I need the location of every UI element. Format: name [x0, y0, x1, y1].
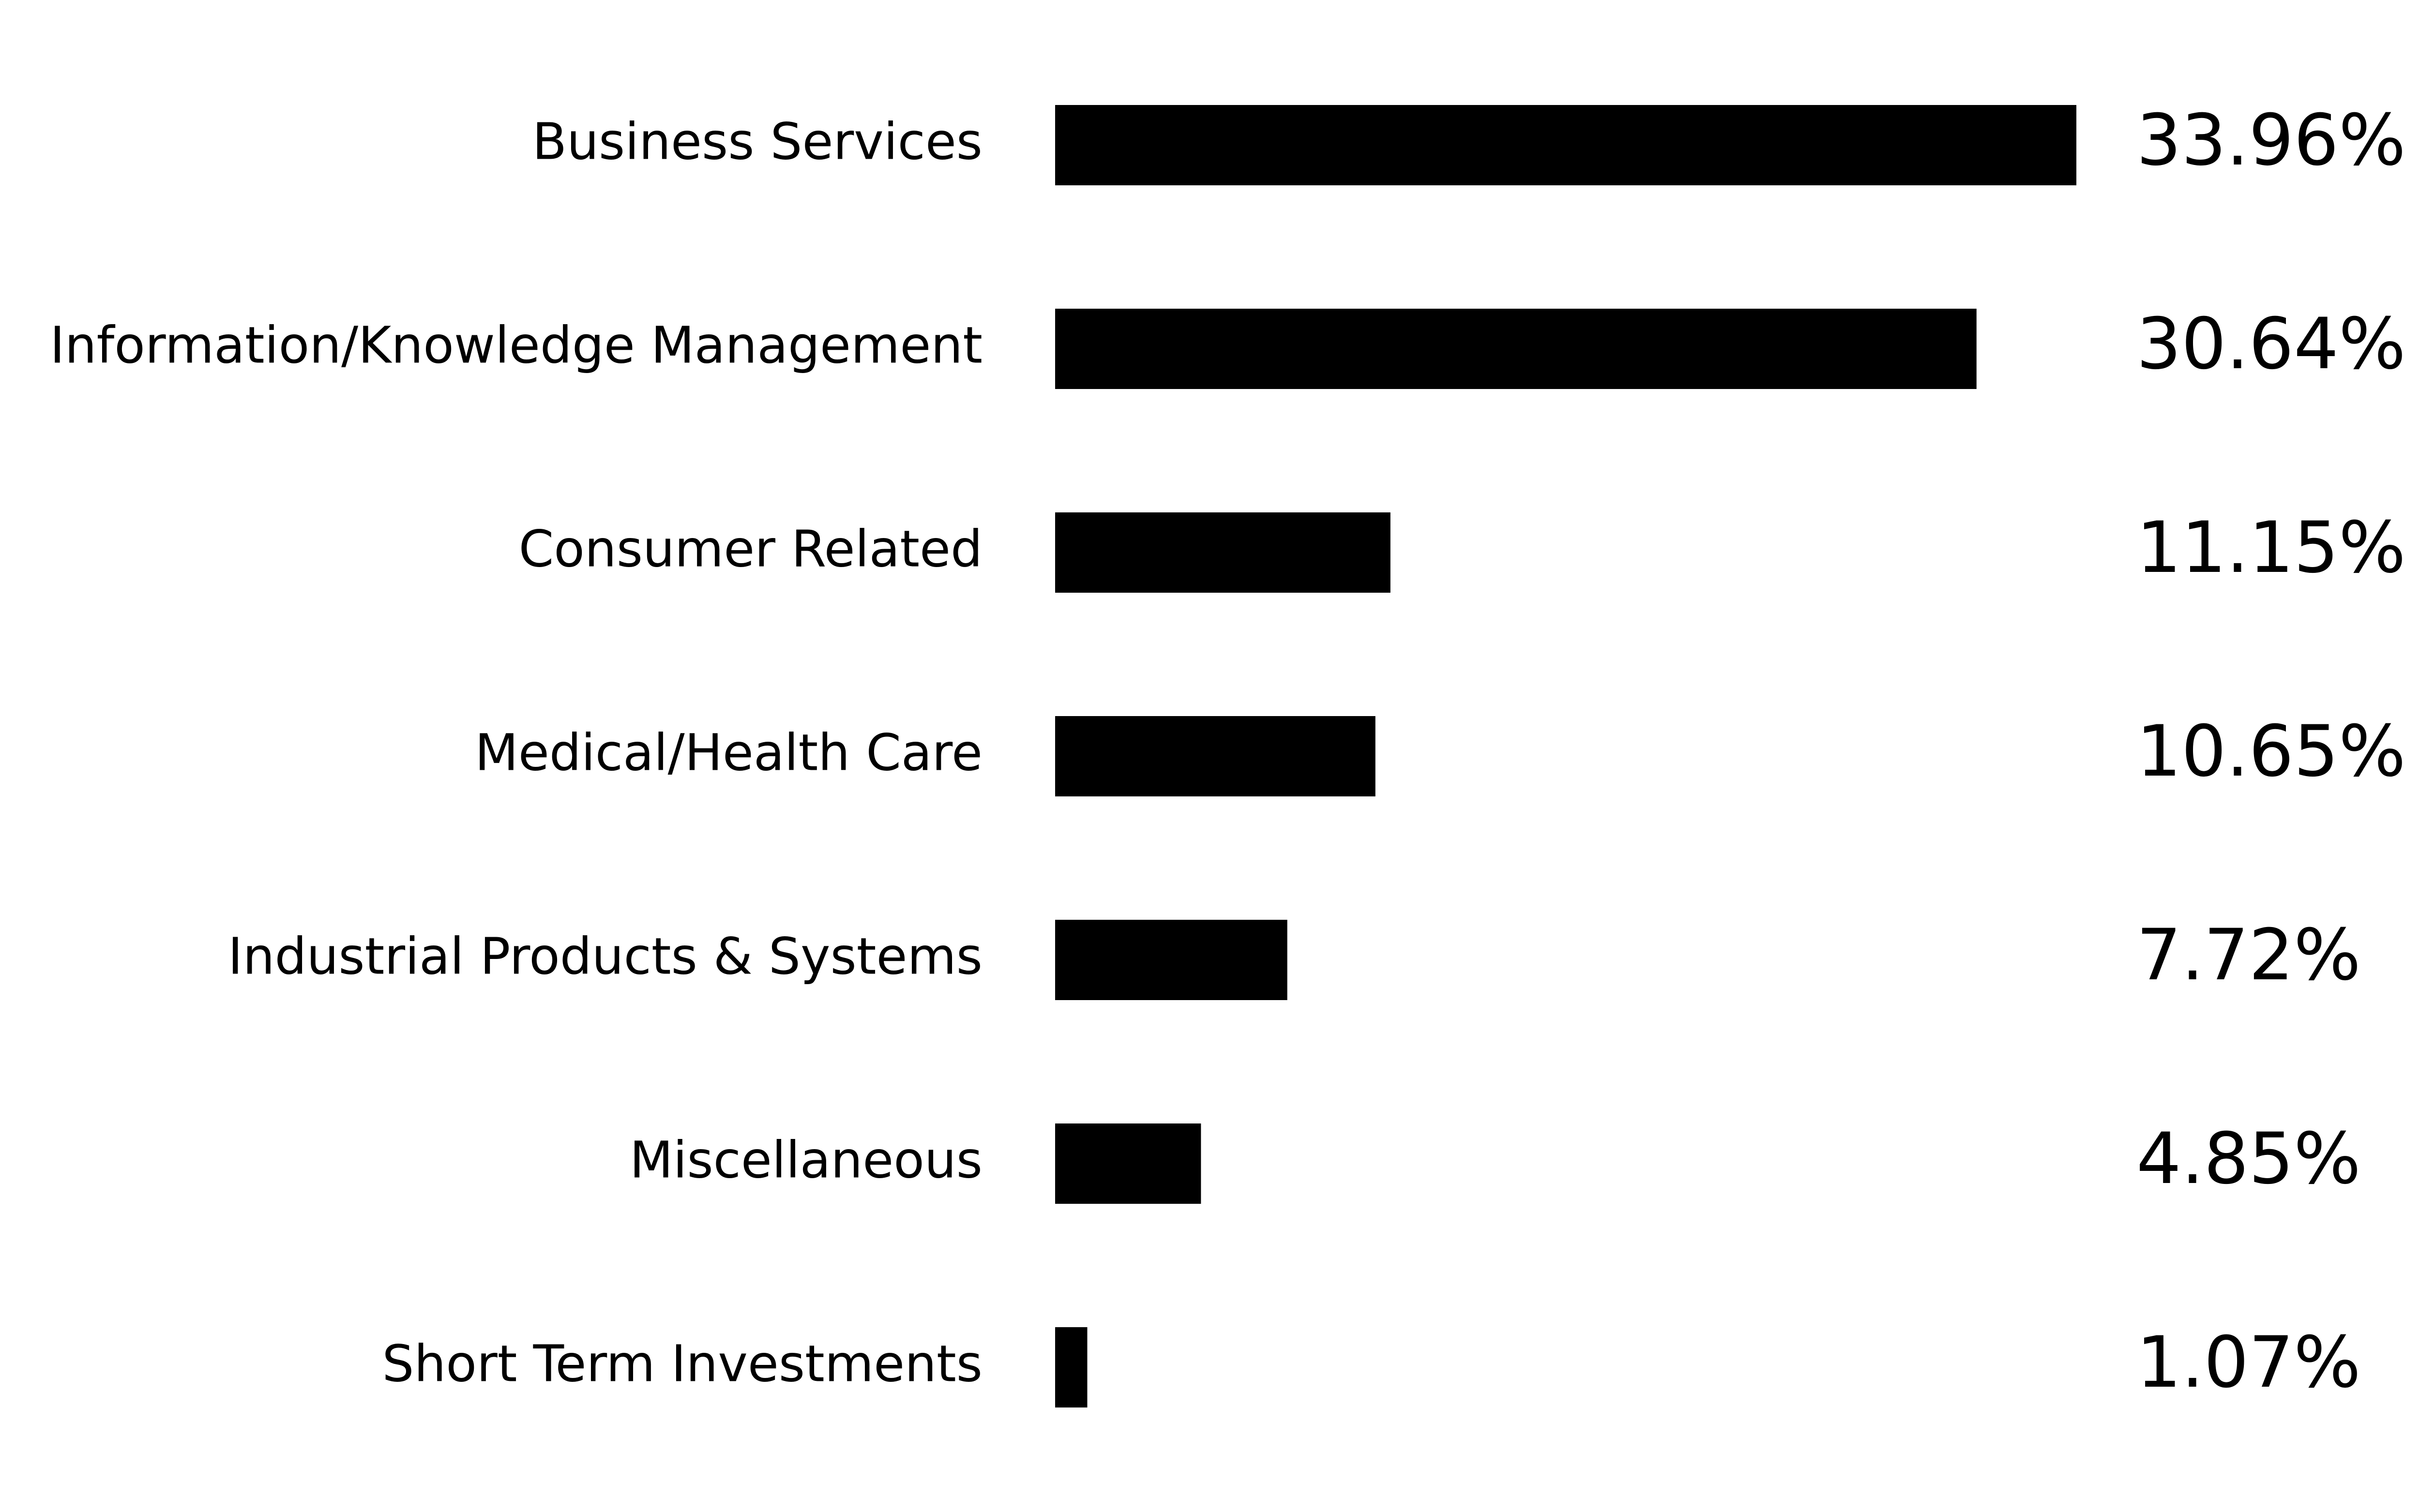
value-label: 1.07% [2136, 1321, 2361, 1404]
value-label: 33.96% [2136, 99, 2406, 181]
value-label: 4.85% [2136, 1118, 2361, 1200]
category-label: Consumer Related [519, 519, 983, 578]
category-label: Industrial Products & Systems [228, 927, 983, 986]
value-label: 7.72% [2136, 914, 2361, 996]
category-label: Miscellaneous [630, 1130, 983, 1189]
bar [1055, 309, 1977, 389]
bar [1055, 105, 2076, 185]
bar [1055, 1327, 1088, 1407]
category-label: Information/Knowledge Management [50, 315, 983, 374]
category-label: Business Services [532, 112, 983, 171]
value-label: 10.65% [2136, 710, 2406, 793]
bar [1055, 512, 1391, 593]
bar [1055, 1123, 1201, 1204]
bar [1055, 920, 1287, 1000]
category-label: Medical/Health Care [475, 723, 983, 782]
value-label: 30.64% [2136, 303, 2406, 385]
bar [1055, 716, 1376, 796]
category-label: Short Term Investments [382, 1334, 983, 1393]
value-label: 11.15% [2136, 507, 2406, 589]
